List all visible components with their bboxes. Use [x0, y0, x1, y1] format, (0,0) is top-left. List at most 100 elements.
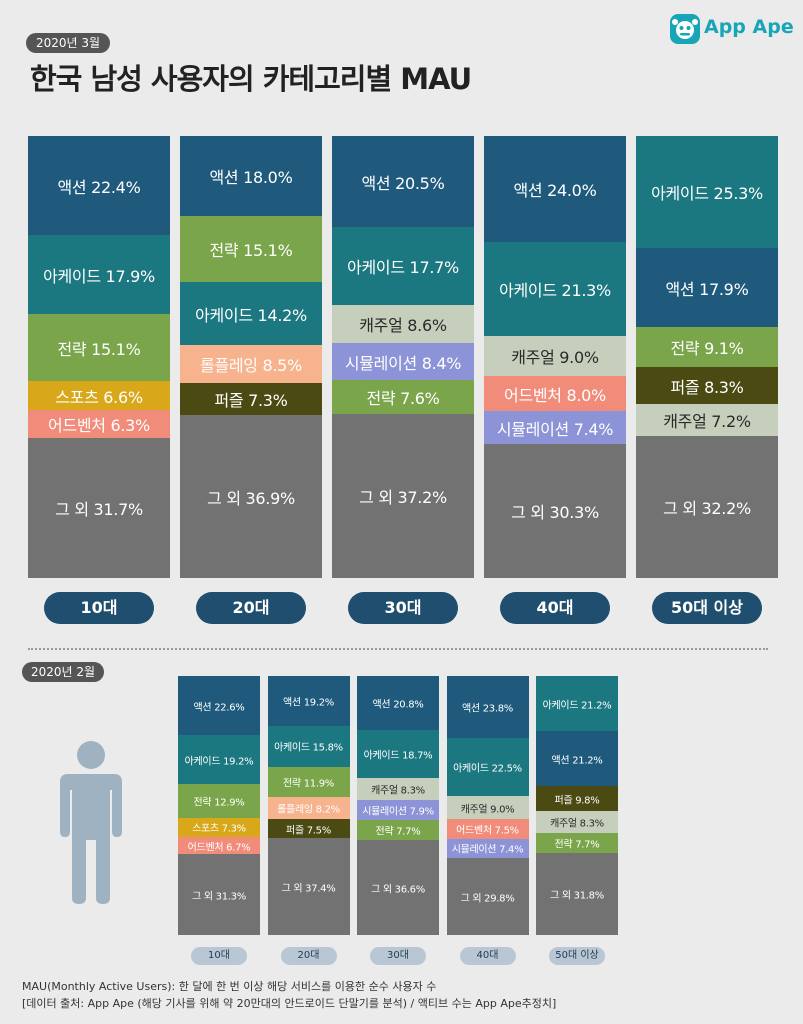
bar-segment-action: 액션 20.8%: [357, 676, 439, 731]
data-label: 스포츠 6.6%: [55, 387, 143, 407]
data-label: 아케이드 21.3%: [499, 281, 611, 301]
age-group-label: 30대: [348, 592, 458, 624]
bar-segment-arcade: 아케이드 21.2%: [536, 676, 618, 732]
bar-segment-adventure: 어드벤처 7.5%: [446, 819, 529, 840]
data-label: 아케이드 17.7%: [347, 257, 459, 277]
bar-segment-casual: 캐주얼 8.6%: [332, 304, 474, 344]
data-label: 아케이드 15.8%: [274, 742, 343, 754]
bar-segment-adventure: 어드벤처 6.3%: [28, 410, 170, 439]
bar-segment-action: 액션 17.9%: [636, 247, 778, 328]
data-label: 롤플레잉 8.5%: [200, 356, 302, 376]
bar-segment-puzzle: 퍼즐 9.8%: [536, 785, 618, 812]
data-label: 그 외 32.2%: [663, 499, 751, 519]
bar-segment-casual: 캐주얼 9.0%: [446, 795, 529, 820]
data-label: 캐주얼 8.6%: [359, 316, 447, 336]
bar-segment-other: 그 외 29.8%: [446, 857, 529, 936]
data-label: 전략 15.1%: [209, 241, 293, 261]
data-source-note: [데이터 출처: App Ape (해당 기사를 위해 약 20만대의 안드로이…: [22, 997, 557, 1010]
data-label: 액션 21.2%: [551, 755, 603, 767]
male-person-icon: [60, 740, 122, 909]
data-label: 그 외 37.4%: [281, 883, 336, 895]
data-label: 그 외 30.3%: [511, 503, 599, 523]
data-label: 그 외 31.3%: [192, 891, 246, 903]
bar-segment-strategy: 전략 12.9%: [178, 784, 260, 819]
data-label: 스포츠 7.3%: [192, 823, 246, 835]
bar-segment-action: 액션 23.8%: [446, 676, 529, 739]
data-label: 아케이드 19.2%: [184, 756, 254, 768]
bar-segment-adventure: 어드벤처 6.7%: [178, 836, 260, 855]
date-badge-march: 2020년 3월: [26, 33, 110, 53]
data-label: 전략 12.9%: [193, 797, 245, 809]
bar-segment-other: 그 외 31.8%: [536, 852, 618, 936]
data-label: 전략 7.6%: [366, 389, 440, 408]
bar-segment-puzzle: 퍼즐 7.5%: [267, 818, 350, 839]
data-label: 어드벤처 6.3%: [48, 416, 150, 436]
bar-segment-strategy: 전략 15.1%: [28, 314, 170, 382]
bar-segment-simulation: 시뮬레이션 7.4%: [484, 411, 626, 445]
bar-segment-roleplaying: 롤플레잉 8.2%: [267, 797, 350, 820]
data-label: 그 외 31.8%: [550, 890, 604, 902]
bar-segment-simulation: 시뮬레이션 8.4%: [332, 342, 474, 381]
age-group-label: 40대: [459, 947, 516, 965]
bar-segment-casual: 캐주얼 8.3%: [357, 778, 439, 801]
data-label: 그 외 31.7%: [55, 500, 143, 520]
age-group-label: 50대 이상: [652, 592, 762, 624]
age-group-label: 20대: [196, 592, 306, 624]
data-label: 아케이드 22.5%: [453, 763, 522, 775]
bar-segment-other: 그 외 32.2%: [636, 435, 778, 579]
bar-segment-other: 그 외 30.3%: [484, 444, 626, 579]
data-label: 그 외 36.9%: [207, 488, 295, 508]
data-label: 전략 15.1%: [57, 339, 141, 359]
data-label: 그 외 36.6%: [371, 884, 425, 896]
page-title: 한국 남성 사용자의 카테고리별 MAU: [30, 62, 472, 96]
data-label: 캐주얼 8.3%: [371, 785, 425, 797]
data-label: 전략 7.7%: [375, 826, 421, 838]
age-group-label: 40대: [500, 592, 610, 624]
data-label: 캐주얼 7.2%: [663, 412, 751, 431]
data-label: 액션 20.5%: [361, 173, 445, 193]
data-label: 액션 24.0%: [513, 181, 597, 201]
data-label: 아케이드 17.9%: [43, 266, 155, 286]
bar-segment-other: 그 외 37.4%: [267, 838, 350, 936]
bar-segment-action: 액션 19.2%: [267, 676, 350, 727]
data-label: 액션 20.8%: [372, 699, 424, 711]
age-group-label: 50대 이상: [549, 947, 605, 965]
data-label: 액션 22.6%: [193, 702, 245, 714]
bar-segment-strategy: 전략 7.7%: [357, 820, 439, 841]
data-label: 시뮬레이션 8.4%: [344, 353, 462, 373]
bar-segment-other: 그 외 37.2%: [332, 413, 474, 579]
footnotes: MAU(Monthly Active Users): 한 달에 한 번 이상 해…: [22, 978, 556, 1012]
bar-segment-action: 액션 18.0%: [180, 136, 322, 217]
data-label: 캐주얼 8.3%: [550, 818, 604, 830]
bar-segment-other: 그 외 31.3%: [178, 853, 260, 936]
data-label: 아케이드 25.3%: [651, 184, 763, 204]
bar-segment-strategy: 전략 7.7%: [536, 832, 618, 854]
age-group-label: 10대: [191, 947, 247, 965]
bar-segment-arcade: 아케이드 19.2%: [178, 734, 260, 785]
data-label: 퍼즐 9.8%: [554, 795, 600, 807]
bar-segment-adventure: 어드벤처 8.0%: [484, 376, 626, 412]
bar-segment-action: 액션 21.2%: [536, 730, 618, 787]
bar-segment-casual: 캐주얼 8.3%: [536, 811, 618, 834]
bar-segment-simulation: 시뮬레이션 7.9%: [357, 799, 439, 821]
data-label: 아케이드 18.7%: [363, 750, 433, 762]
mau-definition-note: MAU(Monthly Active Users): 한 달에 한 번 이상 해…: [22, 980, 437, 993]
data-label: 액션 18.0%: [209, 168, 293, 188]
app-ape-logo-text: App Ape: [704, 16, 794, 38]
bar-segment-simulation: 시뮬레이션 7.4%: [446, 838, 529, 859]
bar-segment-puzzle: 퍼즐 7.3%: [180, 382, 322, 416]
data-label: 아케이드 14.2%: [195, 305, 307, 325]
data-label: 액션 17.9%: [665, 279, 749, 299]
data-label: 어드벤처 6.7%: [187, 842, 251, 853]
data-label: 퍼즐 7.3%: [214, 391, 288, 410]
bar-segment-arcade: 아케이드 15.8%: [267, 725, 350, 768]
data-label: 롤플레잉 8.2%: [277, 804, 340, 816]
age-group-label: 10대: [44, 592, 154, 624]
data-label: 시뮬레이션 7.4%: [496, 419, 614, 439]
data-label: 액션 22.4%: [57, 177, 141, 197]
data-label: 전략 9.1%: [670, 339, 744, 359]
bar-segment-other: 그 외 31.7%: [28, 437, 170, 579]
bar-segment-other: 그 외 36.6%: [357, 840, 439, 936]
date-badge-february: 2020년 2월: [22, 662, 104, 682]
data-label: 어드벤처 8.0%: [504, 385, 606, 405]
